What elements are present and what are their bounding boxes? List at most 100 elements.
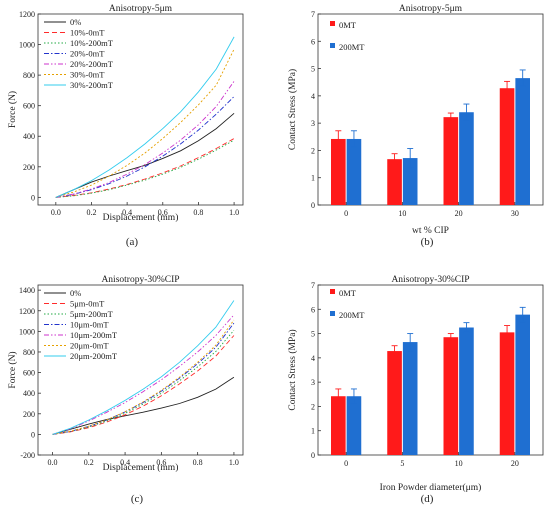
series-line	[52, 314, 235, 435]
legend-swatch	[330, 311, 335, 316]
y-tick-label: 200	[23, 410, 35, 419]
chart-panel-a: Anisotropy-5μm 0 200 400 600 800 1000 1200 Force…	[7, 4, 244, 248]
x-tick-label: 0.2	[84, 458, 94, 467]
bar	[346, 396, 362, 455]
plot-frame	[37, 13, 244, 206]
x-axis-label: wt % CIP	[412, 226, 449, 236]
bar	[443, 117, 459, 205]
series-line	[55, 80, 235, 198]
x-tick-label: 30	[511, 209, 519, 218]
x-tick-label: 10	[455, 459, 463, 468]
legend-swatch	[330, 21, 335, 26]
legend-label: 0%	[70, 17, 81, 27]
x-tick-label: 5	[400, 459, 404, 468]
y-tick-label: 6	[311, 305, 315, 314]
legend-label: 20μm-0mT	[70, 341, 109, 351]
y-tick-label: 2	[311, 146, 315, 155]
legend-label: 0MT	[339, 288, 357, 298]
bar	[387, 159, 402, 205]
legend-label: 0MT	[339, 20, 357, 30]
y-tick-label: 1400	[19, 286, 35, 295]
y-tick-label: 1200	[19, 307, 35, 316]
legend-label: 20μm-200mT	[70, 351, 118, 361]
y-tick-label: 600	[23, 102, 35, 111]
bar	[499, 332, 515, 455]
series-line	[55, 139, 235, 198]
legend-label: 5μm-0mT	[70, 299, 105, 309]
y-tick-label: 3	[311, 119, 315, 128]
chart-title: Anisotropy-30%CIP	[391, 275, 469, 285]
panel-label: (d)	[421, 493, 434, 505]
series-line	[52, 322, 235, 435]
legend-label: 30%-200mT	[70, 80, 114, 90]
chart-title: Anisotropy-30%CIP	[101, 275, 179, 285]
y-tick-label: 200	[23, 163, 35, 172]
bar	[515, 78, 530, 205]
y-axis-label: Contact Stress (MPa)	[287, 329, 298, 410]
x-tick-label: 0.0	[51, 208, 61, 217]
y-tick-label: 0	[311, 201, 315, 210]
y-tick-label: 1000	[19, 41, 35, 50]
y-tick-label: 1200	[19, 10, 35, 19]
x-tick-label: 10	[398, 209, 406, 218]
x-axis-label: Displacement (mm)	[103, 212, 179, 223]
series-line	[55, 36, 235, 198]
x-tick-label: 20	[511, 459, 519, 468]
bar	[387, 351, 402, 455]
bar	[459, 112, 474, 205]
y-tick-label: 2	[311, 402, 315, 411]
y-tick-label: 7	[311, 10, 315, 19]
chart-panel-b: Anisotropy-5μm 0 1 2 3 4 5 6 7 Contact Stress (MP…	[287, 4, 544, 248]
bar	[331, 396, 346, 455]
chart-panel-c: Anisotropy-30%CIP -200 0 200 400 600 800 1000 12…	[7, 275, 244, 505]
series-line	[55, 96, 235, 198]
chart-title: Anisotropy-5μm	[399, 4, 463, 14]
x-tick-label: 0	[344, 209, 348, 218]
y-tick-label: 5	[311, 330, 315, 339]
series-line	[52, 319, 235, 435]
x-tick-label: 1.0	[229, 208, 239, 217]
bar	[331, 138, 346, 205]
y-axis-label: Force (N)	[7, 351, 18, 388]
legend-label: 20%-200mT	[70, 59, 114, 69]
x-tick-label: 0.0	[48, 458, 58, 467]
x-tick-label: 0	[344, 459, 348, 468]
panel-label: (a)	[126, 236, 139, 248]
y-tick-label: 1000	[19, 327, 35, 336]
y-tick-label: 400	[23, 132, 35, 141]
x-tick-label: 0.4	[120, 458, 130, 467]
panel-label: (c)	[131, 493, 144, 505]
legend-label: 5μm-200mT	[70, 309, 114, 319]
x-tick-label: 0.2	[86, 208, 96, 217]
y-tick-label: 6	[311, 37, 315, 46]
x-axis-label: Displacement (mm)	[103, 462, 179, 473]
x-tick-label: 0.4	[122, 208, 132, 217]
x-axis-label: Iron Powder diameter(μm)	[380, 482, 482, 493]
y-tick-label: 400	[23, 389, 35, 398]
plot-frame	[317, 284, 544, 456]
series-line	[52, 376, 235, 435]
legend-label: 10μm-200mT	[70, 330, 118, 340]
panel-label: (b)	[421, 236, 434, 248]
x-tick-label: 0.8	[193, 208, 203, 217]
y-tick-label: 1	[311, 427, 315, 436]
y-tick-label: -200	[20, 451, 35, 460]
y-tick-label: 1	[311, 174, 315, 183]
legend-swatch	[330, 289, 335, 294]
y-tick-label: 4	[311, 92, 315, 101]
y-tick-label: 800	[23, 71, 35, 80]
legend-label: 10%-0mT	[70, 28, 105, 38]
series-line	[55, 112, 235, 198]
legend-label: 10μm-0mT	[70, 320, 109, 330]
bar	[346, 138, 362, 205]
x-tick-label: 0.6	[158, 208, 168, 217]
bar	[459, 327, 474, 455]
y-tick-label: 4	[311, 354, 315, 363]
y-tick-label: 0	[31, 193, 35, 202]
bar	[402, 342, 418, 455]
legend-label: 200MT	[339, 310, 365, 320]
legend-label: 30%-0mT	[70, 70, 105, 80]
chart-title: Anisotropy-5μm	[109, 4, 173, 14]
y-tick-label: 5	[311, 65, 315, 74]
bar	[499, 88, 515, 205]
